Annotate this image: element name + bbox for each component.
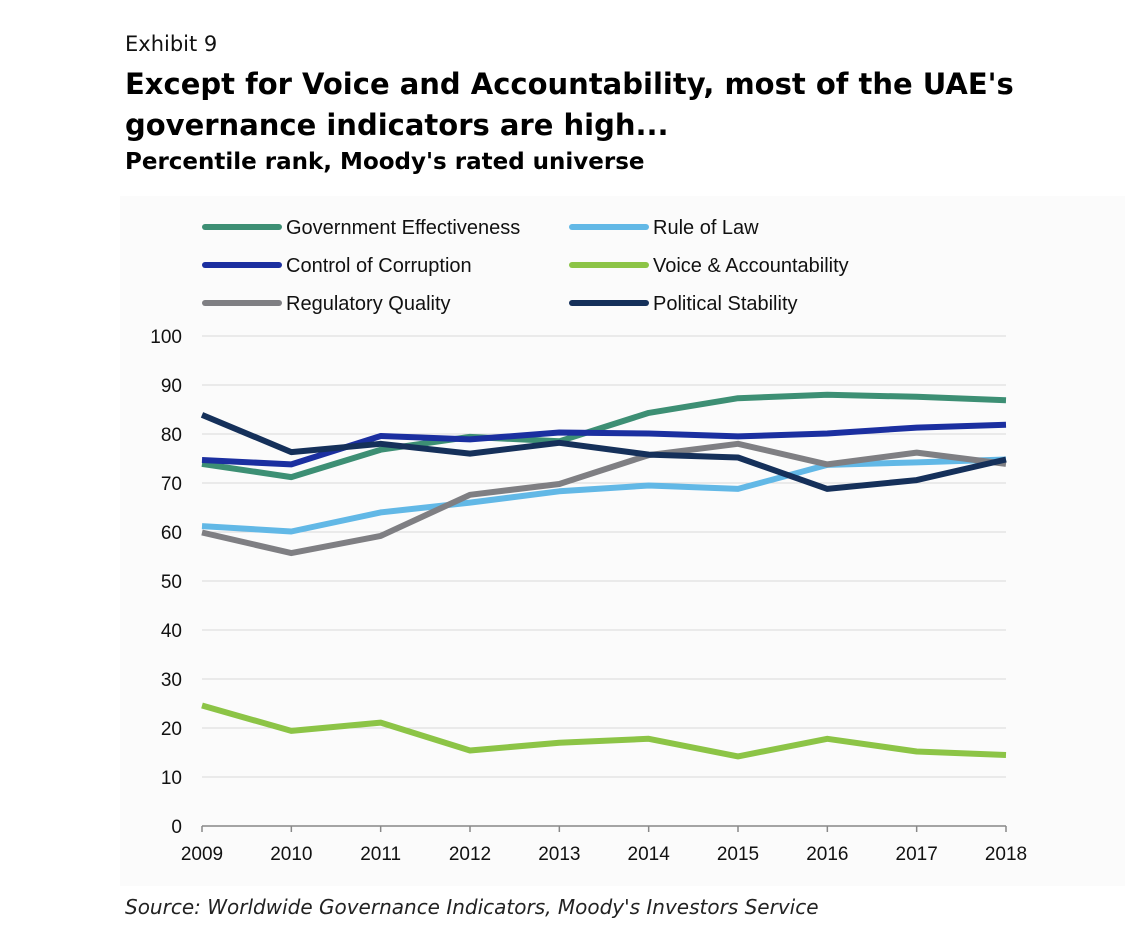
x-tick-label: 2009 — [181, 844, 223, 865]
y-tick-label: 60 — [161, 523, 182, 544]
y-tick-label: 30 — [161, 670, 182, 691]
x-tick-label: 2018 — [985, 844, 1027, 865]
y-tick-label: 10 — [161, 768, 182, 789]
source-note: Source: Worldwide Governance Indicators,… — [125, 895, 819, 919]
series-line-rule-of-law — [201, 456, 1007, 535]
x-tick-label: 2013 — [538, 844, 580, 865]
legend-label: Voice & Accountability — [653, 255, 849, 277]
legend-label: Political Stability — [653, 293, 798, 315]
x-tick-label: 2017 — [896, 844, 938, 865]
x-tick-label: 2016 — [806, 844, 848, 865]
y-tick-label: 90 — [161, 376, 182, 397]
legend-label: Rule of Law — [653, 217, 759, 239]
x-tick-label: 2014 — [628, 844, 671, 865]
chart-title: Except for Voice and Accountability, mos… — [125, 67, 1014, 142]
x-tick-label: 2012 — [449, 844, 491, 865]
series-line-political-stability — [200, 412, 1007, 492]
x-tick-label: 2015 — [717, 844, 759, 865]
legend-label: Regulatory Quality — [286, 293, 451, 315]
series-line-government-effectiveness — [201, 391, 1007, 481]
series-line-voice-accountability — [201, 702, 1007, 760]
y-tick-label: 0 — [171, 817, 182, 838]
y-tick-label: 100 — [150, 327, 182, 348]
x-tick-label: 2011 — [360, 844, 401, 865]
chart-background — [120, 196, 1125, 886]
legend-label: Government Effectiveness — [286, 217, 520, 239]
x-tick-label: 2010 — [270, 844, 312, 865]
y-tick-label: 40 — [161, 621, 182, 642]
series-line-regulatory-quality — [201, 440, 1007, 557]
chart-subtitle: Percentile rank, Moody's rated universe — [125, 149, 645, 175]
y-tick-label: 50 — [161, 572, 182, 593]
y-tick-label: 80 — [161, 425, 182, 446]
legend-label: Control of Corruption — [286, 255, 472, 277]
y-tick-label: 70 — [161, 474, 182, 495]
y-tick-label: 20 — [161, 719, 182, 740]
exhibit-label: Exhibit 9 — [125, 32, 218, 56]
